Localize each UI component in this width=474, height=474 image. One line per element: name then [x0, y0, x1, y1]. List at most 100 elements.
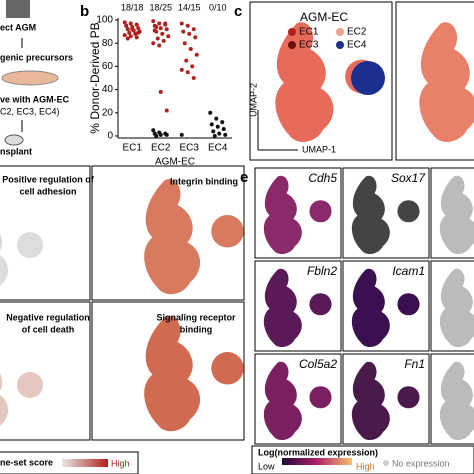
dot	[122, 20, 127, 25]
dot	[133, 31, 138, 36]
dot	[209, 122, 214, 127]
legend-label: EC3	[299, 40, 319, 51]
dot	[158, 132, 163, 137]
photo	[6, 0, 30, 18]
legend-swatch	[288, 28, 296, 36]
plot-title: Integrin binding	[170, 176, 238, 186]
legend-swatch	[288, 41, 296, 49]
gene-label: Col5a2	[299, 357, 337, 371]
plot-box	[254, 260, 342, 352]
colorbar-box	[0, 451, 139, 474]
dot	[151, 19, 156, 24]
colorbar-high: High	[356, 461, 375, 471]
x-tick-label: EC1	[123, 143, 143, 154]
dot	[164, 27, 169, 32]
y-tick-label: 60	[102, 61, 114, 72]
x-tick-label: EC2	[151, 143, 171, 154]
dot	[212, 134, 217, 138]
text: C2, EC3, EC4)	[0, 106, 60, 116]
umap	[263, 361, 332, 441]
plot-box	[342, 353, 430, 445]
dot	[164, 108, 169, 113]
umap	[351, 361, 420, 441]
dot	[181, 29, 186, 34]
umap	[144, 179, 244, 295]
umap	[263, 175, 332, 255]
panel-label: c	[234, 3, 242, 20]
y-tick-label: 40	[102, 84, 114, 95]
legend-swatch	[336, 41, 344, 49]
dot	[136, 26, 141, 31]
colorbar-label: Log(normalized expression)	[258, 447, 378, 457]
dot	[163, 21, 168, 26]
dot	[166, 34, 171, 39]
no-expression-dot	[383, 460, 389, 466]
plot-box	[254, 353, 342, 445]
dot	[211, 129, 216, 134]
dot	[182, 41, 187, 46]
plot-title: Positive regulation of	[2, 174, 95, 184]
colorbar-low: Low	[258, 461, 275, 471]
legend-label: EC4	[347, 40, 367, 51]
dot	[185, 23, 190, 28]
legend-swatch	[336, 28, 344, 36]
dot	[130, 27, 135, 32]
gene-label: Sox17	[391, 171, 426, 185]
colorbar-label: ne-set score	[0, 457, 53, 467]
plot-box	[342, 260, 430, 352]
no-expression-label: No expression	[392, 458, 450, 468]
plot-box	[430, 167, 474, 259]
dot	[179, 132, 184, 137]
colorbar-high: High	[111, 458, 130, 468]
axis-label: UMAP-2	[248, 83, 258, 117]
count-label: 0/10	[209, 2, 227, 12]
panel-box	[91, 165, 245, 301]
plot-title: binding	[180, 324, 213, 334]
dot	[128, 21, 133, 26]
colorbar-box	[251, 445, 474, 474]
dot	[158, 89, 163, 94]
dot	[151, 41, 156, 46]
axis-label: UMAP-1	[302, 144, 336, 154]
gene-grid: Cdh5 Sox17 Fbln2 Icam1 Col5a2 Fn1	[254, 167, 474, 445]
y-tick-label: 20	[102, 107, 114, 118]
panel-box	[0, 165, 91, 301]
dot	[160, 31, 165, 36]
plot-box	[342, 167, 430, 259]
count-label: 18/18	[121, 2, 144, 12]
dot	[193, 35, 198, 40]
cluster	[351, 61, 385, 95]
dot	[158, 26, 163, 31]
gene-label: Cdh5	[308, 171, 337, 185]
dot	[179, 67, 184, 72]
dot	[161, 38, 166, 43]
dot	[125, 36, 130, 41]
y-tick-label: 100	[96, 15, 113, 26]
dot	[128, 34, 133, 39]
plot-title: Negative regulation	[6, 312, 90, 322]
panel-box	[395, 1, 474, 161]
dot	[157, 43, 162, 48]
text: nsplant	[0, 146, 32, 156]
plot-title: Signaling receptor	[156, 312, 236, 322]
umap	[439, 361, 474, 441]
text: ve with AGM-EC	[0, 94, 70, 104]
dot	[127, 30, 132, 35]
x-axis-label: AGM-EC	[155, 157, 195, 168]
plot-box	[430, 353, 474, 445]
umap	[263, 268, 332, 348]
dot	[188, 47, 193, 51]
colorbar	[282, 458, 352, 465]
dish	[1, 70, 59, 86]
plot-title: of cell death	[22, 324, 75, 334]
x-tick-label: EC4	[208, 143, 228, 154]
y-tick-label: 0	[107, 131, 113, 142]
umap	[439, 175, 474, 255]
gene-label: Fbln2	[307, 264, 337, 278]
dot	[179, 21, 184, 26]
plot-title: cell adhesion	[19, 186, 76, 196]
legend-label: EC1	[299, 27, 319, 38]
umap	[351, 268, 420, 348]
dot	[152, 28, 157, 33]
